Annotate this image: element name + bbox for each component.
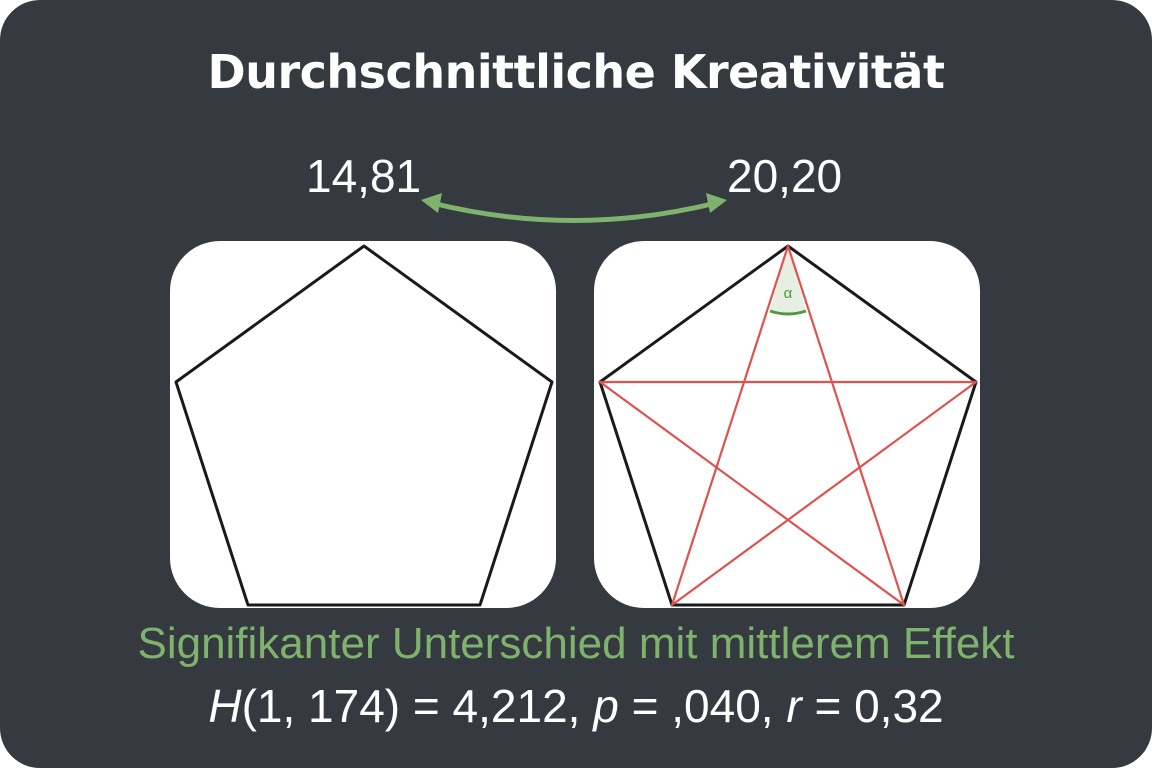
r-value: = 0,32	[801, 680, 944, 732]
angle-arc	[769, 309, 807, 316]
angle-sector	[770, 246, 806, 314]
pentagon-icon	[174, 244, 554, 607]
result-text: Signifikanter Unterschied mit mittlerem …	[137, 619, 1015, 668]
tile-background	[170, 241, 556, 608]
r-symbol: r	[786, 680, 802, 732]
statistics-line: H(1, 174) = 4,212, p = ,040, r = 0,32	[0, 678, 1152, 734]
pentagon-outline	[598, 244, 978, 607]
angle-label: α	[784, 285, 793, 302]
score-left: 14,81	[306, 150, 422, 202]
pentagram-icon	[598, 244, 978, 607]
p-symbol: p	[593, 680, 619, 732]
pentagon-tile	[170, 241, 556, 608]
score-right: 20,20	[727, 150, 843, 202]
pentagram-tile: α	[594, 241, 980, 608]
h-args: (1, 174) = 4,212,	[241, 680, 594, 732]
h-symbol: H	[208, 680, 242, 732]
slide-title: Durchschnittliche Kreativität	[207, 45, 945, 99]
tile-background	[594, 241, 980, 608]
p-value: = ,040,	[618, 680, 787, 732]
